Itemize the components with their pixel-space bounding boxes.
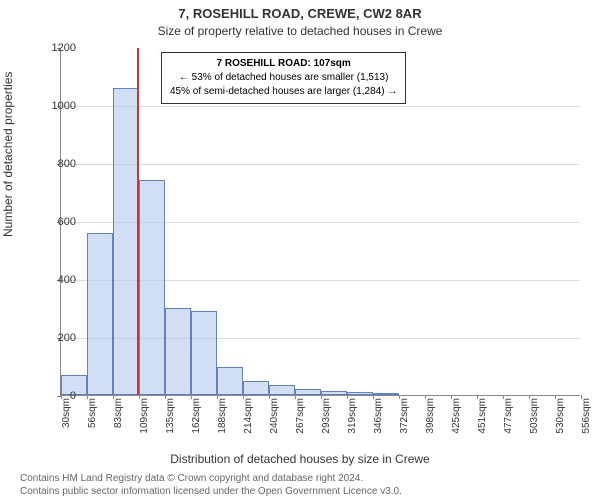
xtick-label: 503sqm: [529, 398, 540, 434]
annotation-line1: 7 ROSEHILL ROAD: 107sqm: [170, 57, 397, 71]
chart-title-sub: Size of property relative to detached ho…: [0, 24, 600, 38]
histogram-bar: [373, 393, 399, 395]
histogram-bar: [269, 385, 295, 395]
xtick-label: 451sqm: [477, 398, 488, 434]
xtick-label: 293sqm: [321, 398, 332, 434]
histogram-bar: [243, 381, 269, 396]
histogram-bar: [295, 389, 321, 395]
ytick-label: 1200: [36, 42, 76, 54]
xtick-label: 240sqm: [269, 398, 280, 434]
xtick-label: 372sqm: [399, 398, 410, 434]
footer-line2: Contains public sector information licen…: [20, 485, 600, 498]
chart-container: 7, ROSEHILL ROAD, CREWE, CW2 8AR Size of…: [0, 0, 600, 500]
xtick-label: 319sqm: [347, 398, 358, 434]
xtick-label: 162sqm: [191, 398, 202, 434]
histogram-bar: [321, 391, 347, 395]
y-axis-label: Number of detached properties: [1, 72, 15, 237]
xtick-label: 56sqm: [87, 398, 98, 428]
histogram-bar: [139, 180, 165, 395]
footer-line1: Contains HM Land Registry data © Crown c…: [20, 472, 600, 485]
xtick-label: 188sqm: [217, 398, 228, 434]
ytick-label: 600: [36, 216, 76, 228]
ytick-label: 1000: [36, 100, 76, 112]
chart-title-main: 7, ROSEHILL ROAD, CREWE, CW2 8AR: [0, 6, 600, 21]
reference-line: [137, 48, 139, 395]
xtick-label: 346sqm: [373, 398, 384, 434]
xtick-label: 477sqm: [503, 398, 514, 434]
xtick-label: 83sqm: [113, 398, 124, 428]
ytick-label: 400: [36, 274, 76, 286]
annotation-line3: 45% of semi-detached houses are larger (…: [170, 85, 397, 99]
xtick-label: 530sqm: [555, 398, 566, 434]
ytick-label: 200: [36, 332, 76, 344]
annotation-line2: ← 53% of detached houses are smaller (1,…: [170, 71, 397, 85]
annotation-box: 7 ROSEHILL ROAD: 107sqm← 53% of detached…: [161, 52, 406, 104]
xtick-label: 556sqm: [581, 398, 592, 434]
histogram-bar: [113, 88, 139, 395]
histogram-bar: [217, 367, 243, 395]
xtick-label: 267sqm: [295, 398, 306, 434]
xtick-label: 214sqm: [243, 398, 254, 434]
plot-area: 30sqm56sqm83sqm109sqm135sqm162sqm188sqm2…: [60, 48, 580, 396]
histogram-bar: [191, 311, 217, 395]
histogram-bar: [347, 392, 373, 395]
chart-footer: Contains HM Land Registry data © Crown c…: [0, 472, 600, 498]
histogram-bar: [87, 233, 113, 395]
xtick-label: 135sqm: [165, 398, 176, 434]
xtick-label: 109sqm: [139, 398, 150, 434]
xtick-label: 398sqm: [425, 398, 436, 434]
histogram-bar: [165, 308, 191, 395]
ytick-label: 0: [36, 390, 76, 402]
ytick-label: 800: [36, 158, 76, 170]
xtick-label: 30sqm: [61, 398, 72, 428]
x-axis-label: Distribution of detached houses by size …: [0, 452, 600, 466]
xtick-label: 425sqm: [451, 398, 462, 434]
